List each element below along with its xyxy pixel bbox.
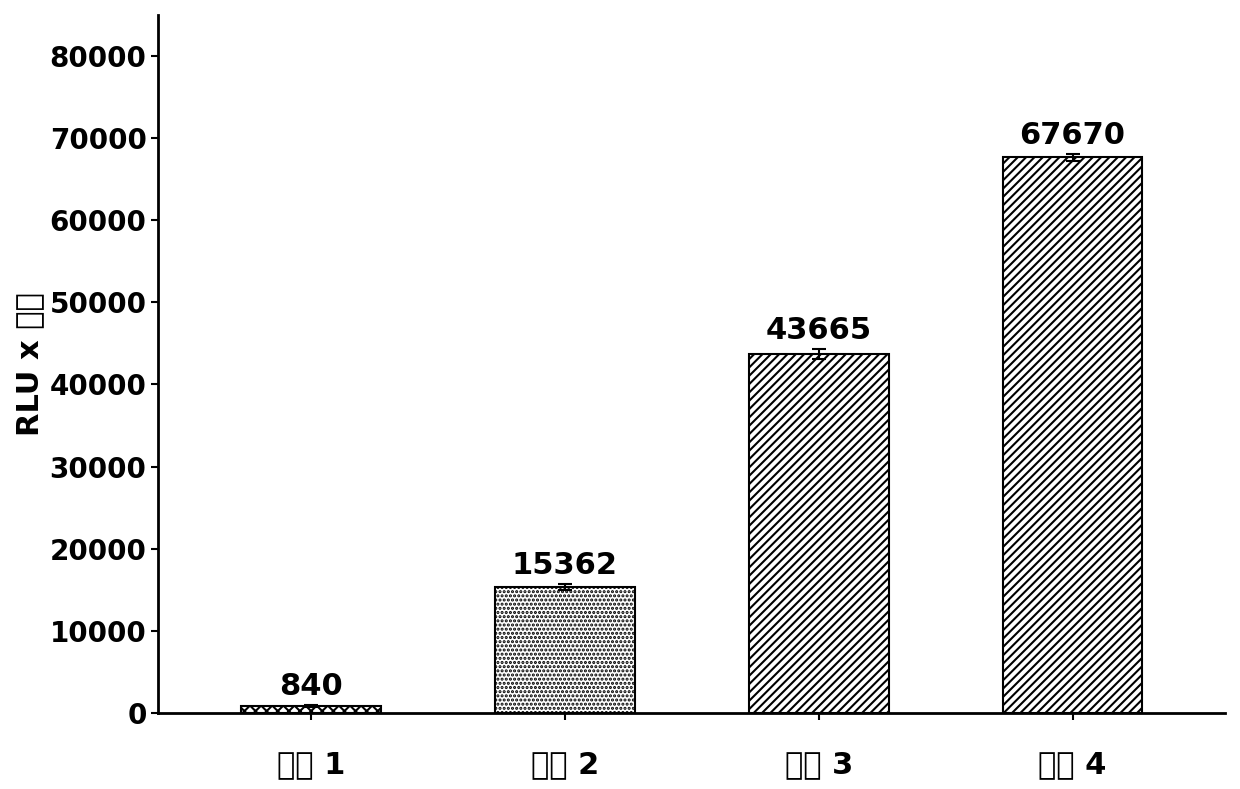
Bar xyxy=(495,587,635,712)
Bar xyxy=(749,354,889,712)
Text: 43665: 43665 xyxy=(765,316,872,346)
Text: 15362: 15362 xyxy=(512,551,618,580)
Text: 67670: 67670 xyxy=(1019,121,1126,150)
Text: 探针 2: 探针 2 xyxy=(531,750,599,779)
Text: 840: 840 xyxy=(279,671,342,701)
Text: 探针 1: 探针 1 xyxy=(277,750,345,779)
Bar xyxy=(1003,157,1142,712)
Bar xyxy=(241,706,381,712)
Text: 探针 4: 探针 4 xyxy=(1038,750,1107,779)
Y-axis label: RLU x 小时: RLU x 小时 xyxy=(15,292,43,436)
Text: 探针 3: 探针 3 xyxy=(785,750,853,779)
